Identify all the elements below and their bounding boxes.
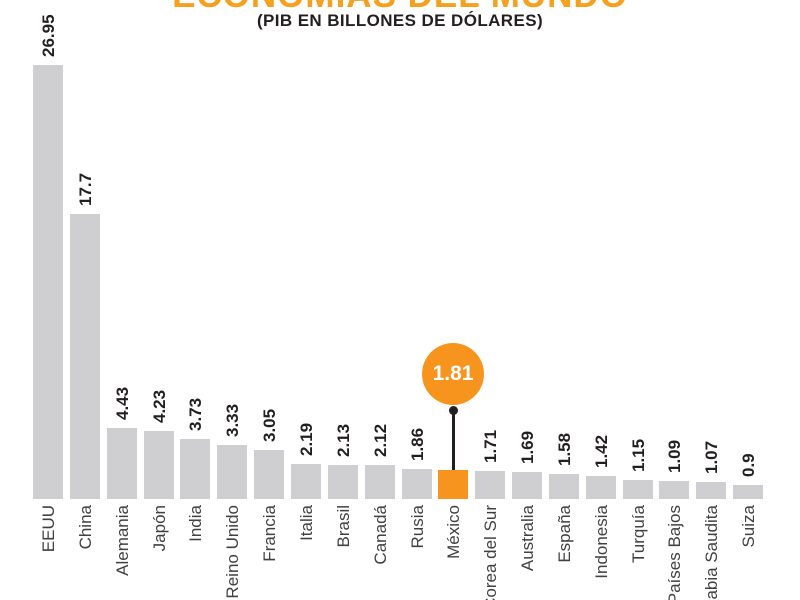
bar-espana <box>549 474 579 499</box>
highlight-callout-circle: 1.81 <box>422 343 484 405</box>
category-label-francia: Francia <box>259 505 279 562</box>
category-label-reino-unido: Reino Unido <box>222 505 242 599</box>
highlight-value: 1.81 <box>432 362 474 385</box>
category-label-rusia: Rusia <box>407 505 427 549</box>
value-label-india: 3.73 <box>185 397 205 431</box>
value-label-brasil: 2.13 <box>333 423 353 457</box>
value-label-turquia: 1.15 <box>628 438 648 472</box>
bar-corea-del-sur <box>475 471 505 499</box>
category-label-canada: Canadá <box>370 505 390 565</box>
bar-china <box>70 214 100 499</box>
callout-line <box>451 413 455 470</box>
value-label-indonesia: 1.42 <box>591 434 611 468</box>
bar-japon <box>144 431 174 499</box>
bar-brasil <box>328 465 358 499</box>
bar-canada <box>365 465 395 499</box>
category-label-brasil: Brasil <box>333 505 353 548</box>
value-label-reino-unido: 3.33 <box>222 403 242 437</box>
category-label-turquia: Turquía <box>628 505 648 563</box>
value-label-rusia: 1.86 <box>407 427 427 461</box>
bar-reino-unido <box>217 445 247 499</box>
category-label-espana: España <box>554 505 574 563</box>
category-label-arabia-saudita: Arabia Saudita <box>701 505 721 600</box>
value-label-espana: 1.58 <box>554 432 574 466</box>
category-label-mexico: México <box>443 505 463 559</box>
category-label-indonesia: Indonesia <box>591 505 611 579</box>
bar-paises-bajos <box>659 481 689 499</box>
category-label-india: India <box>185 505 205 542</box>
bar-australia <box>512 472 542 499</box>
value-label-arabia-saudita: 1.07 <box>701 440 721 474</box>
bar-eeuu <box>33 65 63 499</box>
chart-subtitle: (PIB EN BILLONES DE DÓLARES) <box>256 11 544 30</box>
bar-suiza <box>733 485 763 499</box>
value-label-suiza: 0.9 <box>738 453 758 477</box>
callout-dot <box>448 406 458 415</box>
value-label-francia: 3.05 <box>259 408 279 442</box>
category-label-china: China <box>75 505 95 550</box>
category-label-paises-bajos: Países Bajos <box>664 505 684 600</box>
category-label-suiza: Suiza <box>738 505 758 548</box>
bar-turquia <box>623 480 653 499</box>
value-label-alemania: 4.43 <box>112 386 132 420</box>
bar-arabia-saudita <box>696 482 726 499</box>
category-label-eeuu: EEUU <box>38 505 58 553</box>
value-label-australia: 1.69 <box>517 430 537 464</box>
category-label-australia: Australia <box>517 505 537 572</box>
bar-francia <box>254 450 284 499</box>
value-label-eeuu: 26.95 <box>38 14 58 57</box>
value-label-paises-bajos: 1.09 <box>664 439 684 473</box>
value-label-china: 17.7 <box>75 172 95 206</box>
bar-indonesia <box>586 476 616 499</box>
bar-mexico <box>438 470 468 499</box>
category-label-alemania: Alemania <box>112 505 132 576</box>
value-label-canada: 2.12 <box>370 423 390 457</box>
bar-rusia <box>402 469 432 499</box>
category-label-japon: Japón <box>149 505 169 552</box>
bar-italia <box>291 464 321 499</box>
category-label-italia: Italia <box>296 505 316 541</box>
value-label-japon: 4.23 <box>149 389 169 423</box>
value-label-italia: 2.19 <box>296 422 316 456</box>
chart-title: ECONOMÍAS DEL MUNDO <box>0 0 800 13</box>
bar-alemania <box>107 428 137 499</box>
bar-india <box>180 439 210 499</box>
value-label-corea-del-sur: 1.71 <box>480 429 500 463</box>
category-label-corea-del-sur: Corea del Sur <box>480 505 500 600</box>
